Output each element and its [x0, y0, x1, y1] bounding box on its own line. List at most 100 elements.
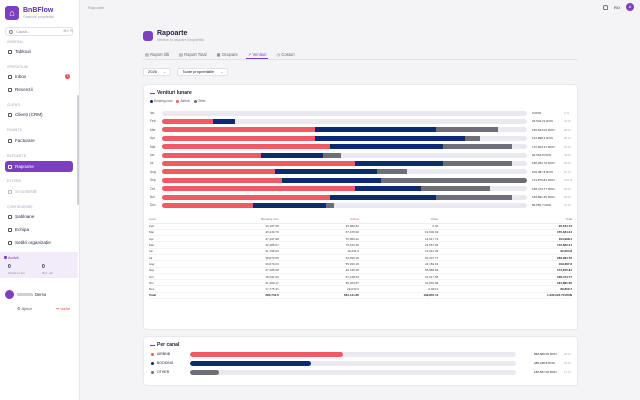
airbnb-segment: [162, 144, 330, 150]
channel-bar-fill: [190, 361, 311, 366]
legend-other: Other: [193, 99, 206, 103]
tab-label: Raport lilă: [150, 52, 169, 57]
user-profile[interactable]: Demo: [5, 290, 46, 299]
month-bar-row: Mar 155,624.04 RON 82 %: [144, 127, 579, 133]
sidebar-item-crm[interactable]: Clienți (CRM): [5, 109, 73, 120]
search-input[interactable]: Caută... ⌘K: [5, 27, 73, 36]
channel-bar-fill: [190, 370, 220, 375]
sidebar-item-smartbnb[interactable]: SmartBNB: [5, 186, 73, 197]
table-header: Total: [438, 215, 572, 224]
inbox-icon: [8, 74, 12, 79]
logout-button[interactable]: ↦ Ieșire: [56, 306, 71, 311]
table-cell: 155,624.04: [438, 229, 572, 237]
sidebar-item-setari[interactable]: Setări organizație: [5, 237, 73, 248]
tab-ocupare[interactable]: ▦ Ocupare: [216, 52, 238, 57]
legend-dot: [150, 99, 153, 103]
sidebar-item-echipa[interactable]: Echipa: [5, 224, 73, 235]
table-row: Mai 32,388.97 70,619.20 22,557.84 172,823.41: [149, 241, 572, 249]
month-label: Sep: [150, 178, 156, 183]
table-cell: 2,000.0: [358, 285, 439, 293]
table-cell: 67,478.90: [278, 229, 359, 237]
month-label: Apr: [150, 136, 155, 141]
sidebar-item-label: Facturare: [15, 138, 35, 143]
sidebar-item-label: Setări organizație: [15, 240, 51, 245]
sidebar-item-rapoarte[interactable]: Rapoarte: [5, 161, 73, 172]
sidebar-item-sabloane[interactable]: Șabloane: [5, 211, 73, 222]
house-logo-icon: ⌂: [5, 6, 19, 20]
booking-segment: [282, 177, 381, 183]
nav-section-operatiuni: OPERAȚIUNI: [7, 65, 29, 69]
booking-segment: [329, 194, 436, 200]
table-cell: Oct: [149, 273, 187, 281]
sidebar-item-tablouri[interactable]: Tablouri: [5, 46, 73, 57]
table-cell: 31,798.93: [186, 248, 279, 256]
table-cell: 21,309.17: [186, 279, 279, 287]
sidebar-item-label: Recenzii: [15, 87, 33, 92]
month-total: 109,387.8 RON: [532, 169, 553, 174]
table-cell: 0.00: [358, 223, 439, 230]
month-percent: 100 %: [564, 178, 573, 183]
tab-venituri[interactable]: ↗ Venituri: [245, 52, 269, 59]
month-total: 164,898.4 RON: [532, 136, 553, 141]
avatar: [5, 290, 14, 299]
sidebar-item-inbox[interactable]: Inbox 3: [5, 71, 73, 82]
table-cell: 172,823.41: [438, 241, 572, 249]
table-cell: Mai: [149, 241, 187, 249]
property-select[interactable]: Toate proprietățile ⌄: [177, 68, 229, 76]
legend-booking: Booking.com: [150, 99, 172, 103]
sidebar-item-label: SmartBNB: [15, 189, 37, 194]
channel-dot: [151, 371, 154, 374]
tab-costuri[interactable]: ◷ Costuri: [276, 52, 295, 57]
table-cell: 89,650.7: [438, 285, 572, 293]
airbnb-segment: [162, 127, 316, 133]
table-header: Booking.com: [186, 215, 279, 224]
month-percent: 91 %: [564, 144, 571, 149]
tab-raport-lila[interactable]: ▤ Raport lilă: [145, 52, 169, 57]
table-cell: Dec: [149, 285, 187, 293]
month-bar-track: [162, 202, 527, 208]
month-percent: 90 %: [564, 186, 571, 191]
month-percent: 82 %: [564, 127, 571, 132]
year-select[interactable]: 2026 ⌄: [143, 68, 172, 76]
nav-section-clienti: CLIENȚI: [7, 103, 21, 107]
collapse-sidebar-icon[interactable]: «: [70, 28, 73, 34]
channel-name: OTHER: [157, 370, 170, 374]
breadcrumb: Rapoarte: [88, 5, 105, 10]
channel-row: AIRBNB 848,568.05 RON 64 %: [144, 351, 579, 358]
booking-segment: [355, 186, 422, 192]
table-header: Airbnb: [278, 215, 359, 224]
sidebar-item-facturare[interactable]: Facturare: [5, 135, 73, 146]
language-selector[interactable]: RO: [614, 4, 620, 10]
sidebar-scrollbar[interactable]: [77, 95, 79, 205]
month-label: Iun: [150, 153, 155, 157]
page-header: Rapoarte Venituri și ocupare proprietăți: [143, 30, 204, 42]
bell-icon[interactable]: [603, 4, 608, 10]
table-cell: Mar: [149, 229, 187, 237]
table-cell: 12,641.09: [358, 248, 439, 256]
report-tabs: ▤ Raport lilă ▤ Raport Total ▦ Ocupare ↗…: [143, 51, 578, 60]
help-button[interactable]: ⚙ Ajutor: [17, 306, 32, 311]
activity-title: Activit: [8, 255, 19, 260]
table-cell: 27,288.38: [186, 267, 279, 274]
sidebar-item-recenzii[interactable]: Recenzii: [5, 84, 73, 95]
inbox-count-badge: 3: [65, 74, 70, 79]
tab-raport-total[interactable]: ▤ Raport Total: [178, 52, 207, 57]
user-avatar[interactable]: A: [626, 3, 634, 11]
sidebar-item-label: Rapoarte: [15, 164, 34, 169]
legend-airbnb: Airbnb: [176, 99, 190, 103]
channel-bar-track: [190, 370, 516, 375]
checkin-label: Check-in azi: [8, 271, 25, 275]
per-channel-card: Per canal AIRBNB 848,568.05 RON 64 % BOOKIN…: [143, 336, 578, 386]
table-cell: 22,307.77: [358, 254, 439, 262]
brand[interactable]: ⌂ BnBFlow Gestiune proprietăți: [5, 6, 54, 20]
table-cell: 581,141.85: [278, 291, 359, 300]
sidebar: ⌂ BnBFlow Gestiune proprietăți Caută... …: [0, 0, 80, 400]
month-label: Ian: [150, 111, 155, 115]
table-cell: Noi: [149, 279, 187, 287]
table-row: Iul 38,879.05 63,690.25 22,307.77 186,284.76: [149, 254, 572, 262]
other-segment: [435, 127, 498, 133]
search-icon: [9, 29, 13, 34]
revenue-table: Luna Booking.com Airbnb Other Total Feb 10,19…: [149, 215, 572, 300]
month-bar-track: [162, 152, 527, 158]
table-cell: 17,775.41: [186, 285, 279, 293]
